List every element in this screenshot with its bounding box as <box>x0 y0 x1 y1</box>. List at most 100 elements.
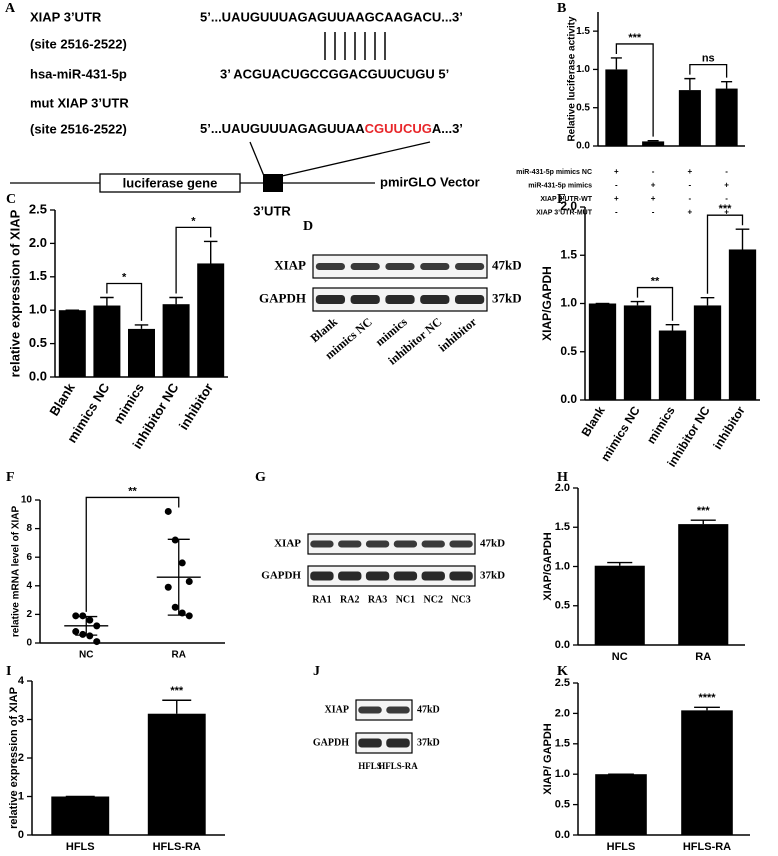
error-bar <box>694 706 720 711</box>
lane-label: RA1 <box>312 594 331 605</box>
bar <box>678 90 701 146</box>
bar <box>605 69 628 146</box>
blot-band <box>393 571 418 581</box>
y-tick-label: 8 <box>26 523 32 534</box>
bar <box>58 310 86 377</box>
dot <box>185 578 193 586</box>
blot-band <box>315 263 346 270</box>
condition-cell: - <box>689 181 692 190</box>
y-tick-label: 2 <box>26 609 32 620</box>
blot-band <box>338 540 362 548</box>
panel-label: J <box>313 664 320 679</box>
y-tick-label: 0.0 <box>555 639 570 651</box>
y-axis-label: XIAP/GAPDH <box>540 266 554 341</box>
y-tick-label: 1.0 <box>29 302 47 317</box>
y-tick-label: 0.5 <box>555 600 570 612</box>
bar <box>93 305 121 377</box>
lane-label: HFLS <box>358 761 382 771</box>
panel-label: K <box>557 664 568 679</box>
blot-band <box>385 295 415 304</box>
blot-band <box>449 540 473 548</box>
error-bar <box>735 228 750 250</box>
error-bar <box>721 80 733 89</box>
y-tick-label: 0.0 <box>576 141 590 152</box>
row-label: GAPDH <box>259 290 306 305</box>
y-tick-label: 0 <box>18 829 24 841</box>
blot-band <box>421 540 445 548</box>
blot-band <box>449 571 473 581</box>
panel-label: I <box>6 664 11 679</box>
mirna-sequence: 3’ ACGUACUGCCGGACGUUCUGU 5’ <box>220 66 449 81</box>
blot-band <box>386 706 410 714</box>
mut-seq-part: 5’...UAUGUUUAGAGUUAA <box>200 121 365 136</box>
significance-bracket <box>615 43 654 137</box>
significance-label: *** <box>719 203 733 215</box>
dot <box>72 628 80 636</box>
wt-name: XIAP 3’UTR <box>30 9 102 24</box>
utr-box <box>263 174 283 192</box>
condition-cell: - <box>652 167 655 176</box>
blot-band <box>350 295 380 304</box>
dot <box>171 536 179 544</box>
blot-band <box>365 571 390 581</box>
blot-frame <box>307 533 476 555</box>
y-tick-label: 1.0 <box>576 64 590 75</box>
bar <box>197 263 225 377</box>
significance-label: **** <box>698 692 716 704</box>
x-tick-label: mimics <box>644 404 678 447</box>
y-tick-label: 1.0 <box>560 296 577 310</box>
condition-cell: + <box>651 194 656 203</box>
condition-cell: + <box>614 194 619 203</box>
error-bar <box>134 324 149 329</box>
dot <box>185 612 193 620</box>
dot <box>79 630 87 638</box>
significance-label: ns <box>702 53 715 65</box>
blot-frame <box>307 565 476 587</box>
bar <box>681 710 733 835</box>
condition-name: XIAP 3’UTR-MUT <box>536 209 593 216</box>
size-label: 47kD <box>417 704 440 715</box>
size-label: 47kD <box>480 538 505 550</box>
y-axis-label: relative mRNA level of XIAP <box>11 505 22 637</box>
bar <box>658 330 687 400</box>
bar <box>715 88 738 146</box>
y-tick-label: 2.0 <box>555 707 570 719</box>
condition-name: miR-431-5p mimics NC <box>516 169 592 176</box>
y-tick-label: 6 <box>26 552 32 563</box>
x-tick-label: HFLS <box>607 841 636 853</box>
significance-label: ** <box>651 275 660 287</box>
x-tick-label: HFLS <box>66 841 95 853</box>
condition-cell: + <box>688 208 693 217</box>
panel-label: A <box>5 1 16 16</box>
lane-label: NC2 <box>424 594 443 605</box>
significance-bracket <box>175 226 212 294</box>
panel-label: E <box>557 192 566 207</box>
blot-band <box>310 571 334 581</box>
y-axis-label: XIAP/GAPDH <box>542 532 554 601</box>
significance-bracket <box>85 496 180 612</box>
blot-band <box>454 295 485 304</box>
utr-label: 3’UTR <box>253 203 291 218</box>
significance-label: ** <box>128 485 137 497</box>
x-tick-label: NC <box>79 650 93 661</box>
y-tick-label: 0 <box>26 638 32 649</box>
significance-label: *** <box>170 685 184 697</box>
y-tick-label: 10 <box>21 495 33 506</box>
lane-label: RA2 <box>340 594 359 605</box>
lane-label: NC1 <box>396 594 415 605</box>
y-tick-label: 1 <box>18 790 24 802</box>
bar <box>642 141 665 146</box>
error-bar <box>100 296 114 306</box>
size-label: 37kD <box>480 570 505 582</box>
chart: C 0.0 0.5 1.0 1.5 2.0 2.5 relative expression o… <box>6 192 228 451</box>
error-bar <box>607 561 633 566</box>
significance-label: *** <box>697 505 711 517</box>
sd-bar <box>75 615 98 636</box>
y-tick-label: 4 <box>26 580 32 591</box>
mut-sequence: 5’...UAUGUUUAGAGUUAACGUUCUGA...3’ <box>200 121 463 136</box>
condition-cell: + <box>724 181 729 190</box>
blot-band <box>420 295 450 304</box>
